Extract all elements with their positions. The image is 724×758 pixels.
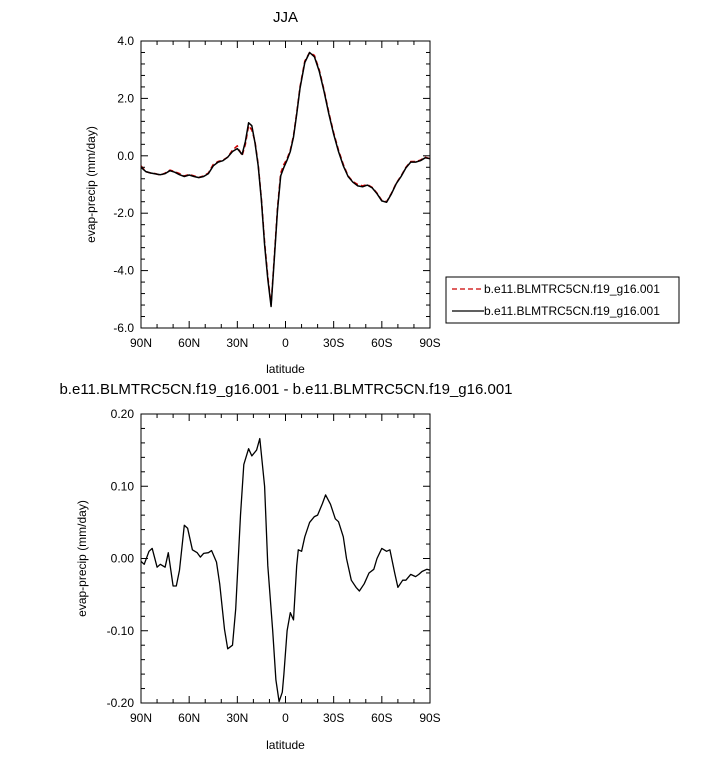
bottom-x-axis-label: latitude xyxy=(266,738,305,752)
top-x-axis: 90N 60N 30N 0 30S 60S 90S xyxy=(130,41,441,350)
top-y-axis: -6.0 -4.0 -2.0 0.0 2.0 4.0 xyxy=(113,34,430,335)
top-plot-frame xyxy=(140,40,431,329)
bottom-y-axis-label: evap-precip (mm/day) xyxy=(75,500,89,617)
bottom-y-tick-label: -0.10 xyxy=(107,624,135,638)
top-x-tick-label: 0 xyxy=(282,336,289,350)
top-x-tick-label: 90N xyxy=(130,336,152,350)
bottom-chart-title: b.e11.BLMTRC5CN.f19_g16.001 - b.e11.BLMT… xyxy=(59,381,512,398)
bottom-x-tick-label: 60S xyxy=(371,711,392,725)
bottom-series-group xyxy=(140,437,431,703)
bottom-x-tick-label: 30S xyxy=(323,711,344,725)
top-y-tick-label: 4.0 xyxy=(117,34,134,48)
bottom-y-tick-label: -0.20 xyxy=(107,696,135,710)
bottom-series-line-1 xyxy=(140,437,431,703)
top-series-line-2 xyxy=(140,51,431,308)
top-y-tick-label: 2.0 xyxy=(117,91,134,105)
bottom-x-tick-label: 90S xyxy=(419,711,440,725)
bottom-x-tick-label: 0 xyxy=(282,711,289,725)
bottom-y-tick-label: 0.20 xyxy=(111,407,135,421)
bottom-x-axis: 90N 60N 30N 0 30S 60S 90S xyxy=(130,414,441,725)
top-panel: JJA -6.0 -4.0 -2.0 0.0 2.0 4.0 90N 60N 30N 0 30S 6… xyxy=(84,9,441,376)
bottom-y-tick-label: 0.10 xyxy=(111,479,135,493)
top-x-tick-label: 60N xyxy=(178,336,200,350)
top-y-tick-label: -6.0 xyxy=(113,321,134,335)
top-y-axis-label: evap-precip (mm/day) xyxy=(84,126,98,243)
top-chart-title: JJA xyxy=(273,9,298,26)
legend: b.e11.BLMTRC5CN.f19_g16.001 b.e11.BLMTRC… xyxy=(445,276,680,324)
top-x-tick-label: 30S xyxy=(323,336,344,350)
bottom-x-tick-label: 90N xyxy=(130,711,152,725)
legend-box xyxy=(445,276,680,324)
top-x-tick-label: 30N xyxy=(226,336,248,350)
legend-entry-1: b.e11.BLMTRC5CN.f19_g16.001 xyxy=(484,282,660,296)
top-x-axis-label: latitude xyxy=(266,362,305,376)
bottom-x-tick-label: 60N xyxy=(178,711,200,725)
top-y-tick-label: 0.0 xyxy=(117,149,134,163)
top-series-group xyxy=(140,51,431,308)
top-x-tick-label: 90S xyxy=(419,336,440,350)
top-series-line-1 xyxy=(140,51,431,306)
legend-entry-2: b.e11.BLMTRC5CN.f19_g16.001 xyxy=(484,304,660,318)
bottom-y-axis: -0.20 -0.10 0.00 0.10 0.20 xyxy=(107,407,430,710)
bottom-panel: b.e11.BLMTRC5CN.f19_g16.001 - b.e11.BLMT… xyxy=(59,381,512,752)
top-y-tick-label: -4.0 xyxy=(113,264,134,278)
bottom-x-tick-label: 30N xyxy=(226,711,248,725)
top-y-tick-label: -2.0 xyxy=(113,206,134,220)
top-x-tick-label: 60S xyxy=(371,336,392,350)
bottom-y-tick-label: 0.00 xyxy=(111,552,135,566)
